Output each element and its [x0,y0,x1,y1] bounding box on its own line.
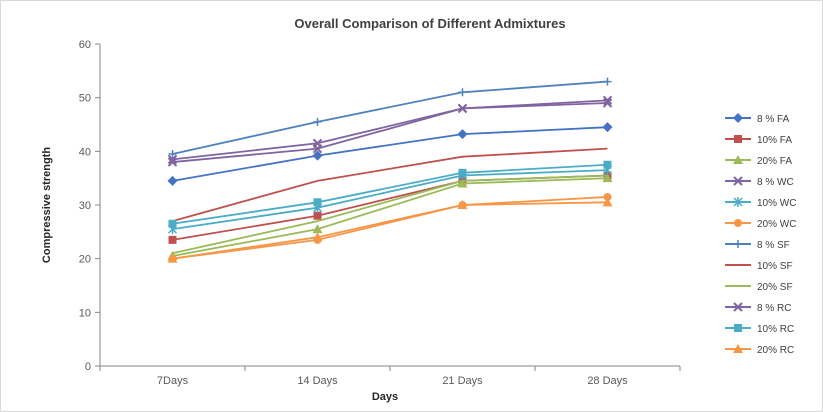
data-point [167,154,178,165]
data-point [313,211,322,220]
data-point [312,232,323,242]
legend-label: 20% WC [757,219,796,230]
y-tick-label: 10 [79,307,91,319]
legend-item: 10% FA [725,135,792,146]
data-point [313,198,322,207]
x-tick-label: 7Days [157,375,189,387]
legend-item: 10% WC [725,197,796,209]
legend-item: 20% SF [725,282,793,293]
series-10 [167,95,613,165]
chart-title: Overall Comparison of Different Admixtur… [294,16,565,31]
data-point [603,192,612,201]
legend-marker [734,135,742,143]
data-point [457,200,468,209]
legend-marker [733,197,743,207]
series-line [172,169,608,231]
legend-label: 20% SF [757,282,793,293]
data-point [457,178,468,188]
series-line [172,102,608,163]
legend-label: 20% RC [757,345,794,356]
y-tick-label: 30 [79,200,91,212]
series-11 [168,160,612,228]
legend-marker [734,324,742,332]
y-tick-label: 20 [79,254,91,266]
data-point [313,117,322,126]
x-tick-label: 21 Days [442,375,483,387]
data-point [168,235,177,244]
series-1 [167,122,613,186]
legend-label: 20% FA [757,156,792,167]
legend-marker [733,302,743,312]
data-point [457,129,468,140]
y-axis-title: Compressive strength [41,147,53,263]
legend-item: 20% WC [725,219,796,230]
y-tick-label: 0 [85,361,91,373]
legend-item: 8 % WC [725,176,794,188]
y-tick-label: 50 [79,93,91,105]
legend-label: 10% WC [757,198,796,209]
legend-marker [734,240,742,248]
y-tick-label: 60 [79,39,91,51]
legend-label: 10% SF [757,261,793,272]
legend-label: 8 % WC [757,177,794,188]
series-line [172,177,608,257]
series-9 [172,174,608,255]
series-line [172,201,608,260]
legend-marker [733,344,743,353]
data-point [603,160,612,169]
x-tick-label: 14 Days [297,375,338,387]
legend-label: 8 % RC [757,303,791,314]
legend-item: 20% RC [725,344,794,356]
series-line [172,99,608,161]
data-point [457,103,468,114]
data-point [312,224,323,234]
data-point [603,77,612,86]
legend-label: 8 % SF [757,240,790,251]
data-point [602,173,613,183]
legend-label: 8 % FA [757,114,790,125]
data-point [458,88,467,97]
legend-label: 10% RC [757,324,794,335]
data-point [167,253,178,263]
legend-label: 10% FA [757,135,792,146]
series-group [167,77,613,263]
series-line [172,80,608,155]
data-point [602,197,613,207]
legend-item: 8 % SF [725,240,790,251]
legend-item: 20% FA [725,155,792,167]
legend-marker [733,176,743,186]
series-line [172,147,608,222]
series-line [172,196,608,260]
x-axis-title: Days [372,391,398,403]
legend-marker [733,113,743,123]
data-point [602,95,613,106]
legend-marker [734,219,742,227]
data-point [167,175,178,186]
legend-item: 10% RC [725,324,794,335]
series-line [172,174,608,255]
series-12 [167,197,613,263]
data-point [312,150,323,161]
legend-item: 8 % RC [725,302,791,314]
series-line [172,163,608,225]
series-line [172,126,608,182]
data-point [168,150,177,159]
legend-item: 8 % FA [725,113,790,125]
series-7 [168,77,612,159]
legend-item: 10% SF [725,261,793,272]
series-8 [172,147,608,222]
x-tick-label: 28 Days [587,375,628,387]
axes: 0 10 20 30 40 50 60 7Days 14 Days 21 Days 28 Days [79,39,681,387]
data-point [602,122,613,133]
data-point [312,138,323,148]
legend-marker [733,155,743,164]
legend: 8 % FA 10% FA 20% FA 8 % WC 10% WC 20% WC 8 % … [725,113,796,356]
data-point [458,168,467,177]
y-tick-label: 40 [79,146,91,158]
data-point [168,219,177,228]
